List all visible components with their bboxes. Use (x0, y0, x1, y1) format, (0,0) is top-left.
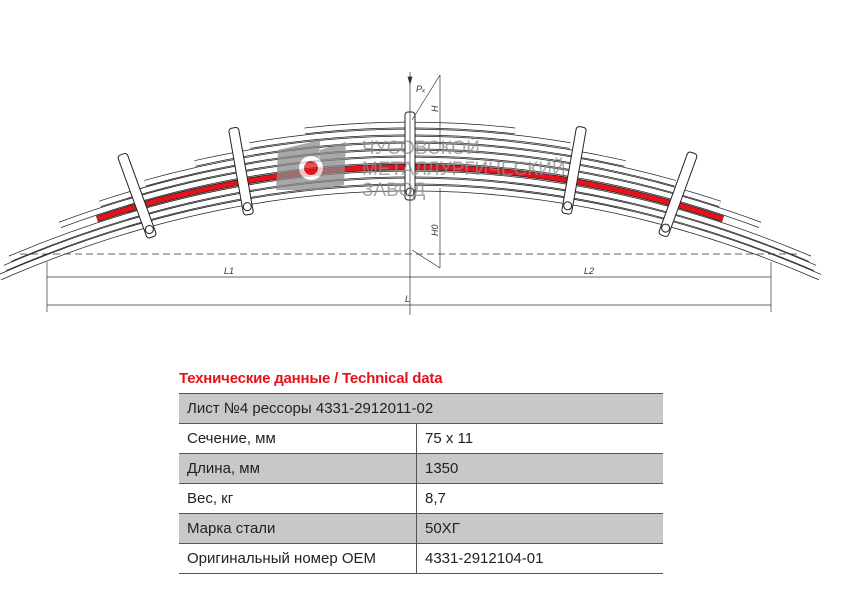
height0-label: H0 (430, 224, 440, 236)
table-row: Оригинальный номер OEM 4331-2912104-01 (179, 543, 663, 574)
watermark-line-1: ЧУСОВСКОЙ (362, 137, 480, 159)
l2-label: L2 (584, 266, 594, 276)
table-row: Вес, кг 8,7 (179, 483, 663, 514)
l1-label: L1 (224, 266, 234, 276)
row-label: Вес, кг (179, 483, 417, 514)
table-row: Длина, мм 1350 (179, 453, 663, 484)
row-value: 4331-2912104-01 (416, 543, 663, 574)
clamp (561, 126, 587, 215)
height-label: H (430, 105, 440, 112)
table-row: Сечение, мм 75 x 11 (179, 423, 663, 454)
clamp (658, 151, 698, 237)
row-value: 50ХГ (416, 513, 663, 544)
clamp (228, 127, 254, 216)
row-value: 1350 (416, 453, 663, 484)
watermark-logo: ЧУСОВСКОЙ МЕТАЛЛУРГИЧЕСКИЙ ЗАВОД (276, 137, 566, 201)
spring-clamps (117, 111, 698, 239)
row-label: Оригинальный номер OEM (179, 543, 417, 574)
clamp (117, 153, 157, 239)
dimension-lines (20, 72, 800, 315)
part-name: Лист №4 рессоры 4331-2912011-02 (179, 393, 663, 424)
total-length-label: L (405, 294, 410, 304)
table-row: Марка стали 50ХГ (179, 513, 663, 544)
watermark-line-3: ЗАВОД (362, 180, 426, 201)
force-label: Pₓ (416, 84, 426, 94)
leaf-spring-drawing: ЧУСОВСКОЙ МЕТАЛЛУРГИЧЕСКИЙ ЗАВОД Pₓ H H0… (0, 72, 822, 315)
table-header-row: Лист №4 рессоры 4331-2912011-02 (179, 393, 663, 424)
row-label: Марка стали (179, 513, 417, 544)
row-value: 8,7 (416, 483, 663, 514)
watermark-line-2: МЕТАЛЛУРГИЧЕСКИЙ (362, 158, 566, 180)
row-label: Сечение, мм (179, 423, 417, 454)
row-value: 75 x 11 (416, 423, 663, 454)
technical-data-table: Лист №4 рессоры 4331-2912011-02 Сечение,… (179, 393, 663, 574)
row-label: Длина, мм (179, 453, 417, 484)
technical-data-title: Технические данные / Technical data (179, 370, 443, 387)
